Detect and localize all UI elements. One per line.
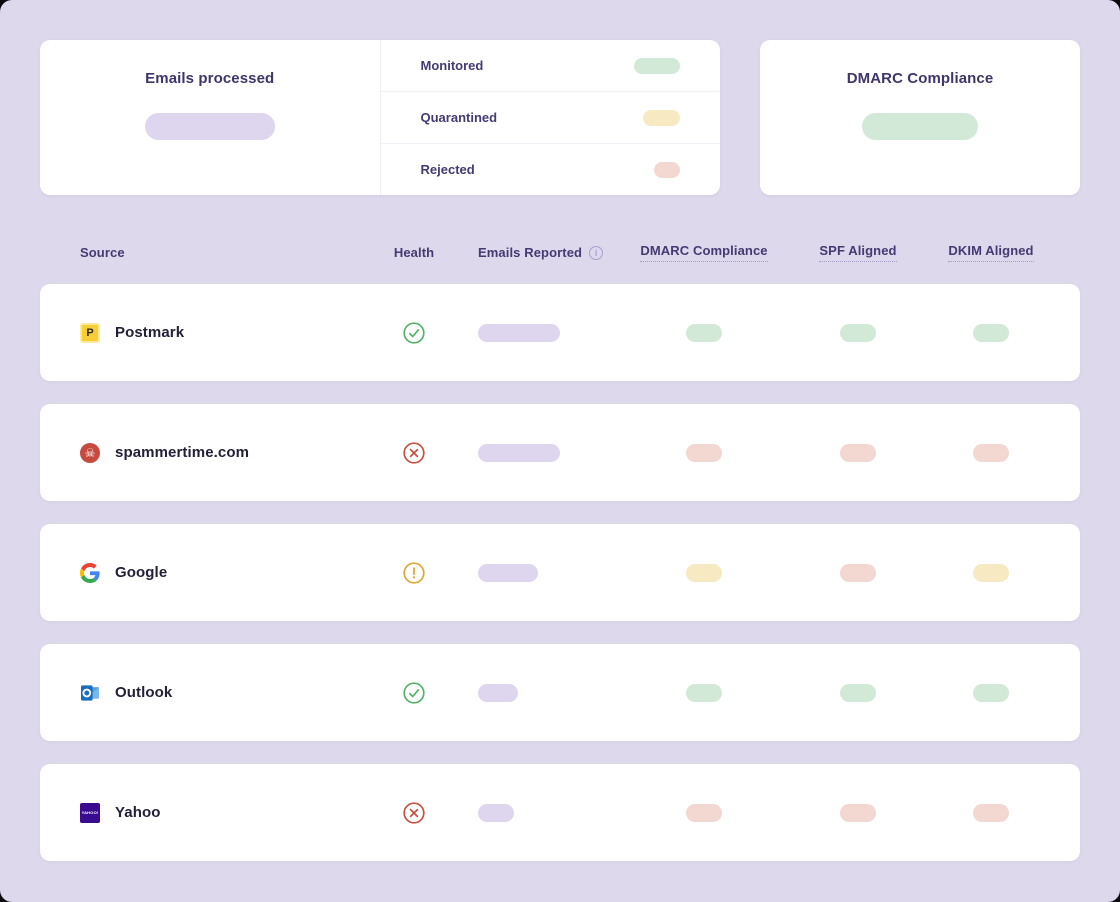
dkim-status-pill (973, 683, 1009, 702)
column-header-label[interactable]: DKIM Aligned (948, 243, 1034, 262)
dmarc-compliance-card: DMARC Compliance (760, 40, 1080, 195)
column-header-label: Health (393, 245, 435, 260)
postmark-logo-icon: P (80, 322, 100, 343)
dkim-status-pill (973, 323, 1009, 342)
breakdown-row-monitored: Monitored (381, 40, 721, 91)
column-header-source: Source (40, 245, 350, 260)
breakdown-label: Quarantined (420, 110, 498, 125)
breakdown-value-pill (643, 109, 680, 126)
dkim-status-pill (973, 443, 1009, 462)
dmarc-status-pill (686, 443, 722, 462)
dmarc-compliance-title: DMARC Compliance (846, 70, 994, 87)
spf-status-pill (840, 803, 876, 822)
source-name: spammertime.com (115, 444, 250, 461)
google-logo-icon (80, 562, 100, 583)
column-header-label: Source (80, 245, 125, 260)
breakdown-row-quarantined: Quarantined (380, 91, 720, 143)
outlook-logo-icon (80, 683, 100, 703)
emails-reported-pill (478, 803, 514, 822)
health-fail-icon (403, 441, 425, 464)
dmarc-compliance-value-pill (862, 113, 978, 140)
table-row-yahoo[interactable]: YAHOO! Yahoo (40, 764, 1080, 861)
dmarc-status-pill (686, 323, 722, 342)
column-header-health: Health (350, 245, 478, 260)
column-header-spf-aligned: SPF Aligned (788, 243, 928, 262)
source-name: Outlook (115, 684, 173, 701)
yahoo-logo-icon: YAHOO! (80, 802, 100, 823)
column-header-label[interactable]: SPF Aligned (819, 243, 897, 262)
breakdown-label: Monitored (420, 58, 484, 73)
emails-reported-pill (478, 683, 518, 702)
health-pass-icon (403, 321, 425, 344)
table-header: Source Health Emails Reported i DMARC Compli… (40, 243, 1080, 262)
disposition-breakdown: Monitored Quarantined Rejected (380, 40, 721, 195)
column-header-dmarc-compliance: DMARC Compliance (620, 243, 788, 262)
spam-skull-icon: ☠ (80, 442, 100, 463)
dmarc-status-pill (686, 683, 722, 702)
source-name: Google (115, 564, 168, 581)
emails-processed-card: Emails processed Monitored Quarantined Rej… (40, 40, 720, 195)
breakdown-label: Rejected (420, 162, 475, 177)
breakdown-value-pill (634, 57, 680, 74)
table-body: P Postmark ☠ spammertime.com Google Outlook YA… (40, 284, 1080, 861)
table-row-postmark[interactable]: P Postmark (40, 284, 1080, 381)
dmarc-status-pill (686, 803, 722, 822)
column-header-label: Emails Reported (478, 245, 583, 260)
table-row-google[interactable]: Google (40, 524, 1080, 621)
spf-status-pill (840, 563, 876, 582)
emails-processed-value-pill (144, 113, 275, 140)
spf-status-pill (840, 323, 876, 342)
spf-status-pill (840, 443, 876, 462)
source-name: Postmark (115, 324, 185, 341)
emails-reported-pill (478, 563, 538, 582)
health-fail-icon (403, 801, 425, 824)
source-name: Yahoo (115, 804, 161, 821)
emails-processed-panel: Emails processed (40, 40, 380, 195)
breakdown-value-pill (654, 161, 680, 178)
table-row-spammertime-com[interactable]: ☠ spammertime.com (40, 404, 1080, 501)
health-warn-icon (403, 561, 425, 584)
health-pass-icon (403, 681, 425, 704)
dkim-status-pill (973, 563, 1009, 582)
dmarc-status-pill (686, 563, 722, 582)
spf-status-pill (840, 683, 876, 702)
column-header-dkim-aligned: DKIM Aligned (928, 243, 1054, 262)
stats-section: Emails processed Monitored Quarantined Rej… (40, 40, 1080, 195)
emails-processed-title: Emails processed (145, 70, 275, 87)
breakdown-row-rejected: Rejected (380, 143, 720, 195)
emails-reported-pill (478, 323, 560, 342)
column-header-emails-reported: Emails Reported i (478, 245, 620, 260)
info-icon[interactable]: i (589, 245, 604, 260)
emails-reported-pill (478, 443, 560, 462)
column-header-label[interactable]: DMARC Compliance (640, 243, 768, 262)
table-row-outlook[interactable]: Outlook (40, 644, 1080, 741)
dkim-status-pill (973, 803, 1009, 822)
vertical-divider (379, 40, 381, 195)
